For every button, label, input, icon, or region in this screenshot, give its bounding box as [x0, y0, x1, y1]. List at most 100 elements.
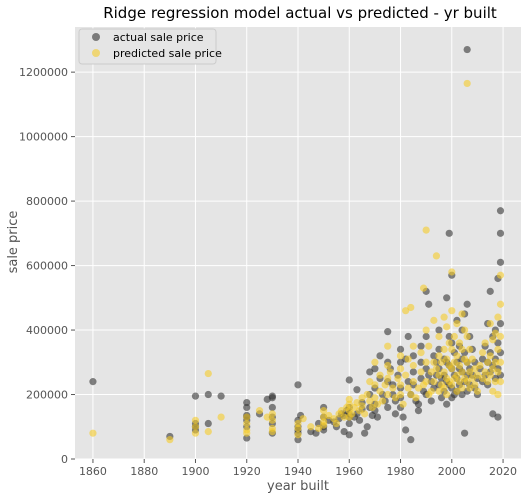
predicted-point	[491, 329, 499, 337]
predicted-point	[448, 345, 456, 353]
predicted-point	[389, 384, 397, 392]
predicted-point	[384, 342, 392, 350]
predicted-point	[435, 371, 443, 379]
predicted-point	[268, 410, 276, 418]
predicted-point	[409, 361, 417, 370]
predicted-point	[458, 384, 466, 392]
actual-point	[366, 368, 374, 376]
predicted-point	[478, 349, 487, 357]
actual-point	[384, 403, 392, 412]
predicted-point	[407, 303, 415, 312]
predicted-point	[473, 371, 482, 379]
predicted-point	[384, 374, 392, 383]
predicted-point	[373, 400, 382, 408]
predicted-point	[484, 358, 492, 366]
predicted-point	[381, 381, 389, 389]
predicted-point	[448, 381, 456, 389]
predicted-point	[496, 332, 505, 341]
predicted-point	[414, 384, 423, 392]
predicted-point	[307, 423, 315, 431]
predicted-point	[417, 349, 425, 357]
actual-point	[445, 229, 453, 237]
predicted-point	[337, 407, 346, 415]
predicted-point	[463, 358, 471, 366]
actual-point	[494, 339, 502, 347]
actual-point	[373, 413, 382, 421]
predicted-point	[494, 313, 502, 321]
predicted-point	[294, 431, 302, 439]
predicted-point	[435, 332, 443, 341]
x-tick-label: 2020	[489, 465, 517, 478]
predicted-point	[396, 381, 405, 389]
actual-point	[345, 419, 353, 428]
predicted-point	[394, 374, 402, 383]
predicted-point	[430, 358, 438, 366]
predicted-point	[458, 345, 466, 353]
actual-point	[191, 392, 200, 400]
predicted-point	[496, 271, 505, 279]
predicted-point	[496, 358, 505, 366]
actual-point	[427, 397, 435, 405]
predicted-point	[422, 378, 430, 386]
predicted-point	[268, 416, 276, 424]
predicted-point	[450, 358, 458, 366]
predicted-point	[486, 319, 494, 328]
predicted-point	[417, 368, 425, 376]
actual-point	[409, 352, 417, 360]
actual-point	[422, 365, 430, 373]
predicted-point	[437, 358, 446, 366]
predicted-point	[453, 387, 461, 395]
actual-point	[217, 392, 225, 400]
actual-point	[404, 332, 412, 341]
predicted-point	[448, 268, 456, 276]
actual-point	[489, 410, 497, 418]
x-tick-label: 2000	[438, 465, 466, 478]
actual-point	[204, 419, 212, 428]
predicted-point	[427, 368, 435, 376]
x-tick-label: 1880	[130, 465, 158, 478]
legend-marker-predicted	[92, 49, 100, 57]
predicted-point	[294, 424, 302, 432]
actual-point	[496, 229, 505, 237]
predicted-point	[243, 419, 251, 428]
legend-marker-actual	[92, 33, 100, 41]
predicted-point	[404, 384, 412, 392]
actual-point	[355, 416, 364, 424]
x-axis-label: year built	[267, 479, 329, 494]
predicted-point	[422, 358, 430, 366]
actual-point	[404, 378, 412, 386]
predicted-point	[491, 358, 499, 366]
predicted-point	[476, 361, 484, 370]
actual-point	[445, 332, 453, 341]
predicted-point	[255, 407, 264, 415]
y-tick-label: 800000	[26, 195, 68, 208]
predicted-point	[473, 387, 482, 395]
predicted-point	[268, 427, 276, 436]
y-tick-label: 1200000	[19, 66, 68, 79]
y-tick-label: 400000	[26, 324, 68, 337]
predicted-point	[443, 355, 451, 363]
actual-point	[371, 365, 379, 373]
predicted-point	[430, 316, 438, 324]
y-axis-label: sale price	[6, 211, 21, 274]
predicted-point	[453, 352, 461, 360]
predicted-point	[166, 436, 174, 444]
predicted-point	[450, 332, 458, 341]
actual-point	[407, 436, 415, 444]
predicted-point	[453, 371, 461, 379]
actual-point	[268, 403, 276, 412]
predicted-point	[399, 400, 407, 408]
x-tick-label: 1900	[181, 465, 209, 478]
predicted-point	[496, 300, 505, 308]
predicted-point	[402, 371, 410, 379]
predicted-point	[409, 342, 417, 350]
actual-point	[243, 403, 251, 412]
actual-point	[391, 410, 400, 418]
actual-point	[414, 407, 423, 415]
predicted-point	[466, 384, 474, 392]
actual-point	[294, 381, 302, 389]
actual-point	[417, 342, 425, 350]
predicted-point	[489, 336, 497, 344]
predicted-point	[486, 352, 494, 360]
